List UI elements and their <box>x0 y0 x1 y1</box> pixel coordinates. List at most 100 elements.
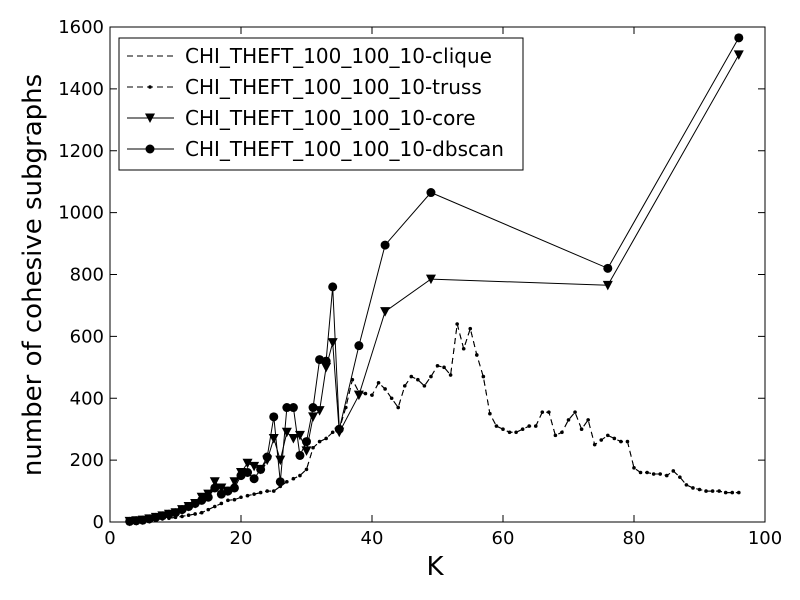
legend-label: CHI_THEFT_100_100_10-dbscan <box>185 137 504 161</box>
data-point <box>334 424 344 434</box>
data-point <box>249 461 260 472</box>
data-point <box>507 430 512 435</box>
data-point <box>321 356 331 366</box>
data-point <box>527 424 531 428</box>
x-tick-label: 40 <box>361 528 384 549</box>
data-point <box>579 427 584 431</box>
data-point <box>193 512 197 516</box>
data-point <box>520 427 525 431</box>
data-point <box>180 514 184 519</box>
data-point <box>125 516 135 526</box>
y-tick-label: 200 <box>70 450 104 471</box>
series-dbscan <box>125 33 744 526</box>
data-point <box>697 487 702 492</box>
data-point <box>586 418 590 422</box>
data-point <box>295 450 305 460</box>
data-point <box>425 274 436 285</box>
legend-box <box>118 37 524 171</box>
data-point <box>281 427 292 438</box>
data-point <box>330 430 335 435</box>
data-point <box>226 498 230 503</box>
data-point <box>199 510 204 515</box>
data-point <box>710 489 715 493</box>
data-point <box>256 464 266 474</box>
x-tick-label: 0 <box>104 528 115 549</box>
data-point <box>383 387 387 391</box>
data-point <box>265 489 270 493</box>
data-point <box>252 492 256 496</box>
data-point <box>481 374 486 379</box>
data-point <box>353 390 364 401</box>
data-point <box>275 477 285 487</box>
data-point <box>232 497 237 502</box>
data-point <box>376 380 381 385</box>
data-point <box>592 442 597 447</box>
data-point <box>704 489 708 493</box>
x-tick-label: 60 <box>492 528 515 549</box>
data-point <box>370 393 374 397</box>
data-point <box>435 363 440 368</box>
data-point <box>429 374 433 379</box>
y-tick-label: 1600 <box>58 17 104 38</box>
data-point <box>243 468 253 477</box>
data-point <box>501 427 505 431</box>
data-point <box>658 472 662 476</box>
legend-label: CHI_THEFT_100_100_10-core <box>185 106 476 130</box>
legend-label: CHI_THEFT_100_100_10-clique <box>185 44 492 68</box>
data-point <box>262 452 272 462</box>
data-point <box>540 410 545 414</box>
data-point <box>468 326 473 331</box>
data-point <box>664 473 669 478</box>
legend-entry: CHI_THEFT_100_100_10-truss <box>127 75 482 99</box>
data-point <box>206 507 211 512</box>
data-point <box>219 501 224 506</box>
y-tick-label: 600 <box>70 326 104 347</box>
data-point <box>242 458 253 469</box>
legend-entry: CHI_THEFT_100_100_10-clique <box>127 44 492 68</box>
data-point <box>213 504 217 509</box>
data-point <box>301 446 312 456</box>
data-point <box>632 466 636 470</box>
legend-entry: CHI_THEFT_100_100_10-dbscan <box>127 137 504 161</box>
y-tick-label: 1200 <box>58 141 104 162</box>
data-point <box>422 384 427 388</box>
data-point <box>229 477 240 487</box>
data-point <box>249 474 259 484</box>
legend-label: CHI_THEFT_100_100_10-truss <box>185 75 482 99</box>
data-point <box>684 483 689 487</box>
data-point <box>402 384 407 388</box>
data-point <box>288 403 298 413</box>
data-point <box>380 240 390 250</box>
x-tick-label: 80 <box>623 528 646 549</box>
data-point <box>311 445 315 450</box>
legend: CHI_THEFT_100_100_10-clique CHI_THEFT_100… <box>118 37 524 171</box>
data-point <box>304 467 309 472</box>
data-point <box>321 362 332 373</box>
data-point <box>389 396 394 401</box>
data-point <box>448 373 453 377</box>
data-point <box>573 410 577 414</box>
data-point <box>651 472 656 476</box>
data-point <box>645 470 649 475</box>
x-axis-label: K <box>426 552 444 582</box>
data-point <box>298 473 302 478</box>
data-point <box>455 322 459 326</box>
data-point <box>602 280 613 291</box>
legend-marker <box>148 85 152 89</box>
legend-marker <box>145 144 155 154</box>
legend-marker <box>145 113 155 123</box>
data-point <box>216 483 227 493</box>
data-point <box>131 516 141 526</box>
y-tick-label: 400 <box>70 388 104 409</box>
data-point <box>723 490 728 495</box>
data-point <box>533 424 538 428</box>
data-point <box>475 353 479 357</box>
data-point <box>442 365 446 370</box>
y-tick-label: 1400 <box>58 79 104 100</box>
data-point <box>294 430 305 441</box>
data-point <box>733 50 744 60</box>
data-point <box>269 412 279 422</box>
data-point <box>426 188 436 198</box>
series-layer <box>124 33 744 527</box>
